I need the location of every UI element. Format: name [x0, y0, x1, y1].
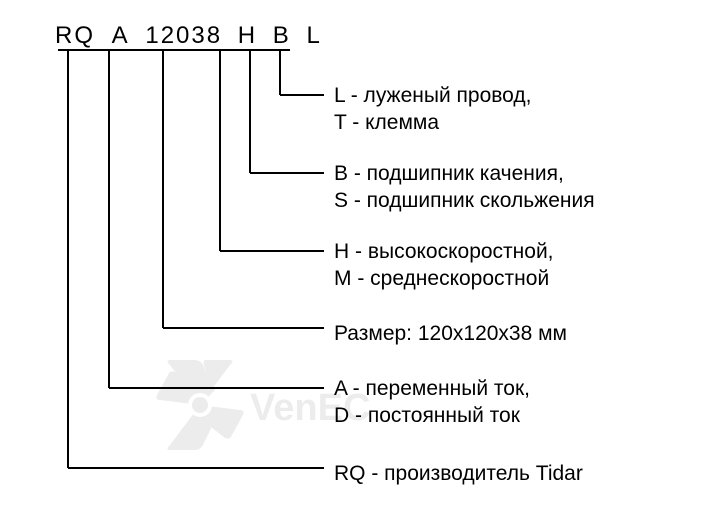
desc-b-s: B - подшипник качения, S - подшипник ско…: [334, 160, 595, 215]
desc-h-m: H - высокоскоростной, M - среднескоростн…: [334, 238, 554, 293]
seg-l: L: [306, 22, 321, 50]
desc-d-line: D - постоянный ток: [334, 402, 530, 429]
desc-size-line: Размер: 120x120x38 мм: [334, 320, 567, 347]
desc-a-line: A - переменный ток,: [334, 375, 530, 402]
desc-s-line: S - подшипник скольжения: [334, 187, 595, 214]
desc-m-line: M - среднескоростной: [334, 265, 554, 292]
seg-12038: 12038: [145, 22, 222, 50]
desc-size: Размер: 120x120x38 мм: [334, 320, 567, 347]
desc-h-line: H - высокоскоростной,: [334, 238, 554, 265]
desc-rq: RQ - производитель Tidar: [334, 460, 583, 487]
desc-t-line: T - клемма: [334, 109, 532, 136]
desc-l-line: L - луженый провод,: [334, 82, 532, 109]
desc-l-t: L - луженый провод, T - клемма: [334, 82, 532, 137]
seg-b: B: [273, 22, 291, 50]
seg-rq: RQ: [55, 22, 95, 50]
desc-rq-line: RQ - производитель Tidar: [334, 460, 583, 487]
part-number: RQ A 12038 H B L: [55, 22, 322, 50]
seg-a: A: [112, 22, 130, 50]
desc-a-d: A - переменный ток, D - постоянный ток: [334, 375, 530, 430]
desc-b-line: B - подшипник качения,: [334, 160, 595, 187]
seg-h: H: [238, 22, 257, 50]
